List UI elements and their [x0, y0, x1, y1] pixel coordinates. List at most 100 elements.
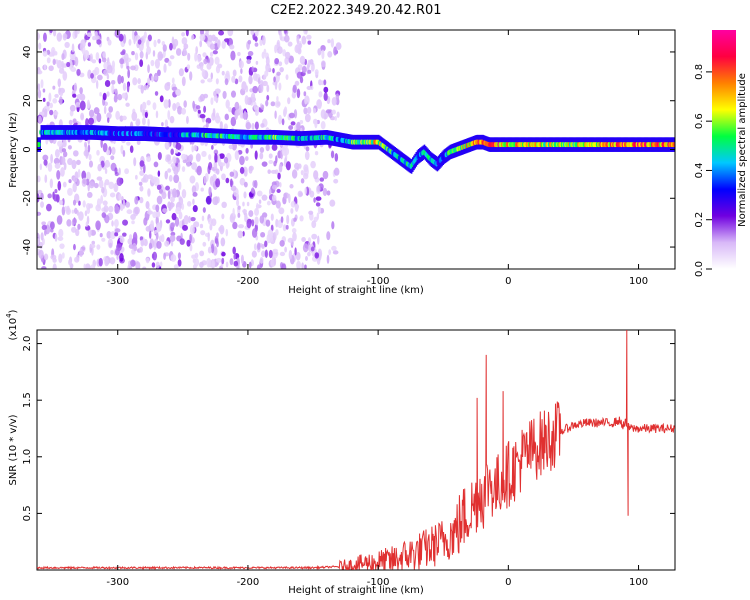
noise-speckle: [209, 223, 213, 231]
noise-speckle: [311, 233, 318, 240]
noise-speckle: [159, 95, 164, 103]
noise-speckle: [163, 99, 169, 109]
noise-speckle: [68, 259, 72, 266]
noise-speckle: [251, 122, 255, 130]
noise-speckle: [242, 231, 245, 237]
noise-speckle: [155, 110, 159, 119]
noise-speckle: [213, 160, 218, 170]
snr-ytick-label: 1.0: [22, 449, 33, 465]
noise-speckle: [95, 52, 100, 61]
noise-speckle: [37, 83, 41, 92]
noise-speckle: [93, 107, 100, 115]
noise-speckle: [331, 109, 336, 115]
noise-speckle: [221, 213, 225, 220]
noise-speckle: [42, 50, 48, 57]
noise-speckle: [61, 156, 66, 166]
noise-speckle: [288, 193, 291, 204]
noise-speckle: [142, 266, 147, 269]
noise-speckle: [296, 260, 301, 269]
noise-speckle: [192, 192, 198, 197]
noise-speckle: [310, 65, 315, 72]
noise-speckle: [57, 236, 64, 241]
noise-speckle: [263, 48, 267, 55]
noise-speckle: [73, 82, 78, 93]
noise-speckle: [52, 263, 57, 269]
noise-speckle: [238, 75, 243, 83]
noise-speckle: [275, 229, 279, 236]
noise-speckle: [246, 55, 252, 61]
noise-speckle: [178, 68, 184, 77]
noise-speckle: [179, 238, 185, 245]
noise-speckle: [323, 86, 329, 93]
noise-speckle: [138, 181, 143, 186]
noise-speckle: [287, 97, 291, 105]
noise-speckle: [316, 212, 320, 220]
noise-speckle: [235, 109, 239, 116]
noise-speckle: [304, 30, 308, 35]
noise-speckle: [276, 71, 281, 76]
noise-speckle: [59, 96, 63, 105]
noise-speckle: [301, 236, 306, 242]
noise-speckle: [288, 125, 294, 131]
noise-speckle: [132, 77, 138, 86]
noise-speckle: [168, 174, 173, 182]
noise-speckle: [214, 238, 219, 244]
noise-speckle: [147, 210, 153, 215]
noise-speckle: [43, 253, 49, 261]
noise-speckle: [286, 214, 290, 225]
noise-speckle: [247, 50, 254, 57]
noise-speckle: [327, 50, 333, 58]
noise-speckle: [135, 174, 138, 180]
noise-speckle: [133, 157, 137, 167]
noise-speckle: [122, 232, 127, 237]
noise-speckle: [140, 36, 145, 46]
noise-speckle: [221, 251, 226, 257]
noise-speckle: [234, 78, 239, 85]
noise-speckle: [101, 186, 105, 194]
noise-speckle: [191, 145, 194, 153]
noise-speckle: [211, 218, 217, 227]
noise-speckle: [137, 78, 141, 85]
noise-speckle: [315, 202, 321, 207]
noise-speckle: [224, 113, 229, 121]
noise-speckle: [114, 88, 118, 98]
noise-speckle: [110, 250, 114, 255]
noise-speckle: [265, 63, 271, 73]
noise-speckle: [48, 65, 54, 72]
noise-speckle: [108, 181, 115, 190]
noise-speckle: [53, 110, 59, 116]
noise-speckle: [126, 141, 131, 146]
noise-speckle: [285, 161, 291, 171]
noise-speckle: [101, 212, 107, 218]
noise-speckle: [252, 85, 259, 94]
noise-speckle: [192, 204, 198, 213]
noise-speckle: [277, 46, 283, 55]
svg-text:(x104): (x104): [5, 309, 19, 340]
noise-speckle: [239, 166, 245, 174]
noise-speckle: [85, 221, 89, 227]
noise-speckle: [225, 99, 230, 109]
noise-speckle: [139, 50, 144, 59]
noise-speckle: [232, 69, 237, 77]
noise-speckle: [300, 178, 305, 184]
noise-speckle: [102, 92, 107, 101]
noise-speckle: [146, 100, 151, 106]
noise-speckle: [190, 34, 195, 40]
noise-speckle: [202, 241, 207, 247]
noise-speckle: [114, 182, 118, 192]
noise-speckle: [265, 56, 270, 67]
noise-speckle: [91, 240, 96, 245]
noise-speckle: [114, 204, 119, 214]
noise-speckle: [307, 40, 312, 45]
noise-speckle: [242, 209, 248, 214]
noise-speckle: [246, 59, 251, 65]
noise-speckle: [72, 199, 77, 206]
noise-speckle: [287, 237, 294, 243]
noise-speckle: [163, 252, 166, 261]
noise-speckle: [233, 260, 239, 267]
noise-speckle: [61, 53, 65, 61]
noise-speckle: [170, 148, 174, 155]
noise-speckle: [108, 205, 114, 213]
noise-speckle: [88, 109, 95, 118]
noise-speckle: [336, 111, 340, 118]
